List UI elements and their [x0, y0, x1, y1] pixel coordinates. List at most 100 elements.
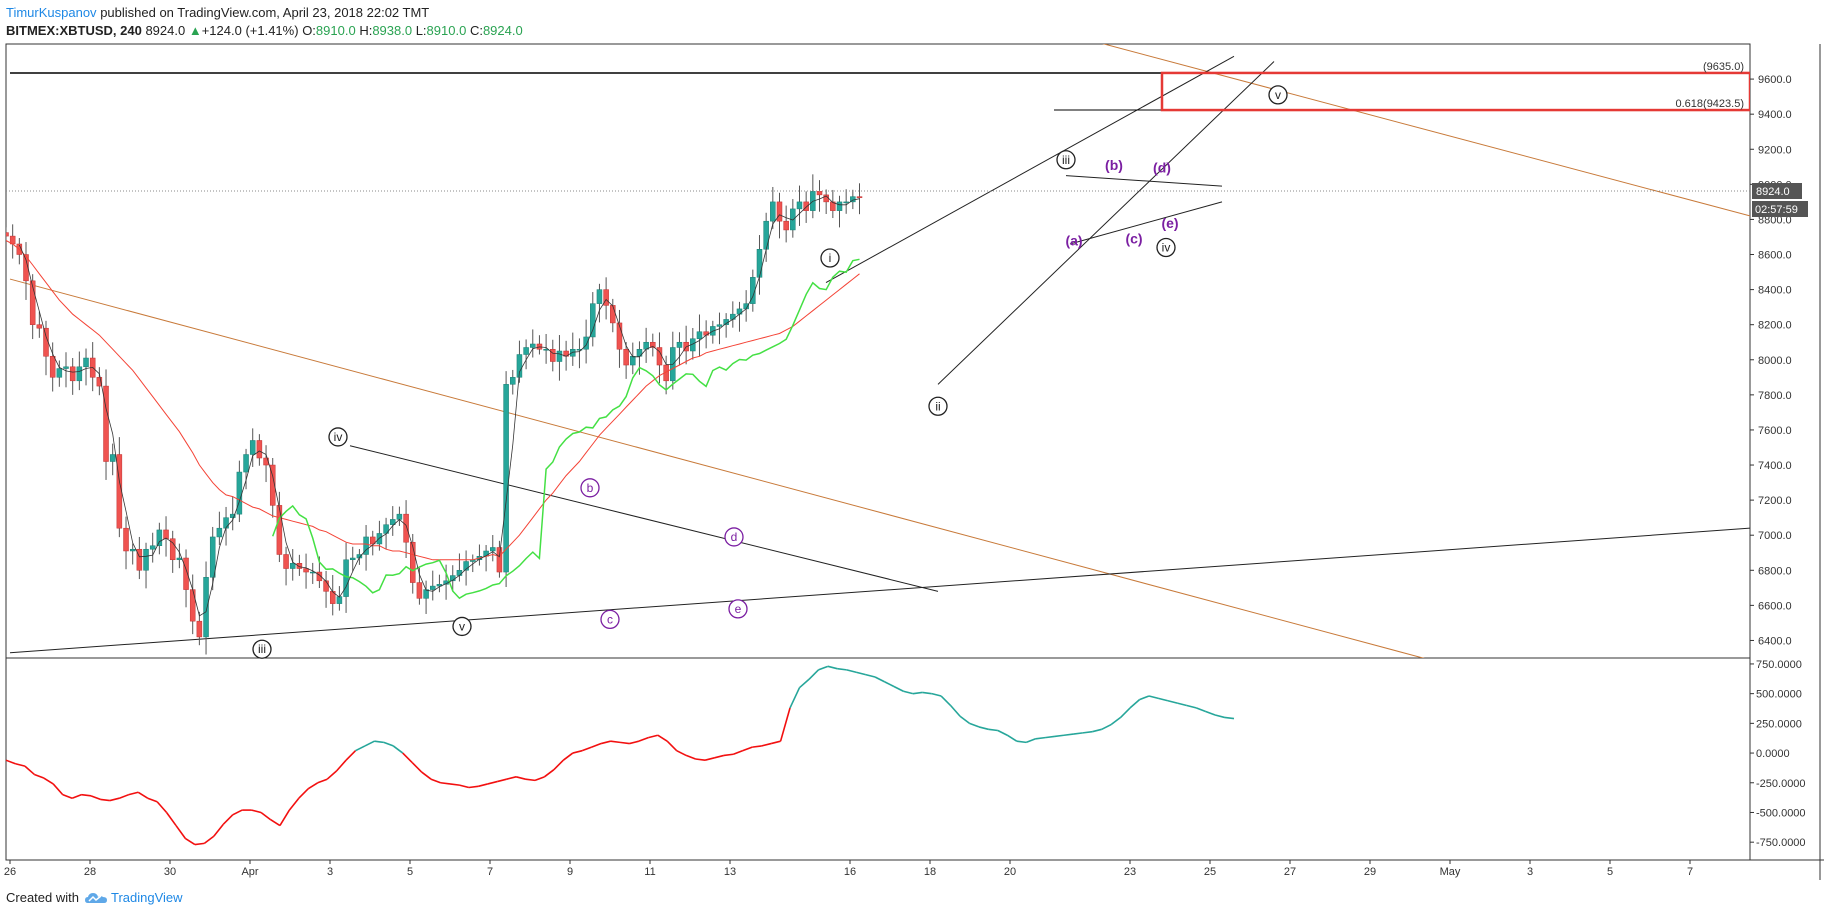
oscillator-segment [326, 770, 338, 780]
time-tick-label: 26 [4, 866, 16, 878]
oscillator-segment [1214, 714, 1225, 719]
oscillator-segment [648, 734, 658, 739]
candle-up [530, 343, 536, 348]
author-link[interactable]: TimurKuspanov [6, 5, 97, 20]
oscillator-segment [355, 745, 366, 752]
candle-up [490, 547, 496, 552]
candle-down [496, 547, 503, 573]
oscillator-segment [988, 728, 998, 732]
candle-down [416, 582, 423, 599]
candle-down [116, 454, 123, 529]
oscillator-segment [629, 740, 640, 745]
candle-up [376, 533, 383, 545]
tradingview-link[interactable]: TradingView [84, 890, 183, 905]
created-with-text: Created with [6, 890, 79, 905]
wave-label: iii [1062, 153, 1070, 167]
osc-tick-label: 250.0000 [1756, 718, 1802, 730]
oscillator-segment [685, 754, 696, 760]
wave-label: ii [935, 399, 940, 413]
candle-down [29, 280, 36, 325]
oscillator-segment [940, 695, 952, 707]
time-tick-label: 20 [1004, 866, 1016, 878]
candle-down [163, 529, 169, 539]
candle-up [770, 201, 776, 222]
oscillator-segment [846, 669, 857, 674]
oscillator-segment [1054, 734, 1065, 738]
candle-down [283, 554, 289, 569]
wave-label: (d) [1153, 160, 1171, 176]
candle-up [570, 348, 576, 357]
candle-down [803, 201, 809, 211]
oscillator-segment [175, 825, 187, 840]
candle-up [149, 545, 156, 550]
candle-down [776, 201, 783, 222]
time-tick-label: 3 [327, 866, 333, 878]
wave-circle [1156, 237, 1176, 258]
wave-label: v [1275, 88, 1281, 102]
oscillator-segment [279, 809, 291, 826]
candle-up [556, 350, 563, 362]
oscillator-segment [147, 797, 158, 803]
oscillator-segment [213, 823, 224, 837]
oscillator-segment [81, 793, 92, 797]
candle-up [56, 368, 63, 378]
oscillator-segment [789, 687, 801, 709]
oscillator-segment [610, 740, 621, 744]
wave-circle [1268, 85, 1288, 105]
symbol-ohlc-line: BITMEX:XBTUSD, 240 8924.0 ▲+124.0 (+1.41… [6, 22, 523, 39]
time-tick-label: 3 [1527, 866, 1533, 878]
price-tick-label: 9400.0 [1758, 109, 1792, 121]
price-chart[interactable]: (9635.0)0.618(9423.5) iiiiiiivv(a)(b)(c)… [0, 0, 1824, 885]
oscillator-segment [855, 671, 866, 676]
price-tick-label: 6400.0 [1758, 635, 1792, 647]
time-tick-label: 9 [567, 866, 573, 878]
oscillator-segment [62, 793, 73, 799]
oscillator-segment [194, 842, 205, 846]
oscillator-segment [34, 773, 45, 779]
candle-up [523, 347, 529, 355]
oscillator-segment [666, 740, 678, 752]
oscillator-segment [487, 780, 498, 785]
candle-down [123, 527, 129, 552]
oscillator-segment [270, 818, 281, 827]
oscillator-segment [865, 673, 876, 678]
triangle-resistance-line [349, 445, 939, 592]
oscillator-segment [1063, 733, 1074, 737]
candle-up [696, 331, 703, 339]
candle-up [176, 557, 183, 561]
oscillator-segment [222, 814, 234, 825]
time-tick-label: 25 [1204, 866, 1216, 878]
candle-down [269, 464, 276, 506]
candle-up [143, 548, 149, 571]
last-price: 8924.0 [145, 23, 186, 38]
symbol-label[interactable]: BITMEX:XBTUSD, 240 [6, 23, 142, 38]
candle-up [463, 561, 469, 571]
candle-up [289, 563, 296, 569]
ema-red-line [6, 240, 860, 561]
oscillator-segment [534, 776, 545, 782]
channel-lower-line [9, 278, 1425, 658]
oscillator-segment [553, 759, 564, 771]
oscillator-segment [402, 752, 413, 764]
oscillator-segment [1006, 734, 1018, 742]
oscillator-segment [912, 691, 923, 695]
oscillator-segment [1148, 695, 1159, 700]
oscillator-segment [298, 788, 309, 799]
oscillator-segment [1025, 738, 1036, 744]
wave-label: d [731, 530, 738, 544]
oscillator-segment [15, 762, 26, 767]
candle-up [596, 289, 603, 304]
price-pane-border [5, 43, 1751, 659]
oscillator-segment [459, 784, 470, 789]
oscillator-segment [978, 726, 989, 731]
oscillator-segment [90, 795, 101, 801]
oscillator-segment [950, 704, 961, 717]
channel-upper-line [1102, 44, 1750, 217]
oscillator-segment [1120, 707, 1131, 718]
time-tick-label: 5 [1607, 866, 1613, 878]
published-text: published on TradingView.com, April 23, … [100, 5, 430, 20]
candle-down [830, 201, 836, 211]
oscillator-segment [1205, 710, 1216, 716]
wave-label: (e) [1161, 215, 1178, 231]
candle-down [616, 322, 623, 350]
